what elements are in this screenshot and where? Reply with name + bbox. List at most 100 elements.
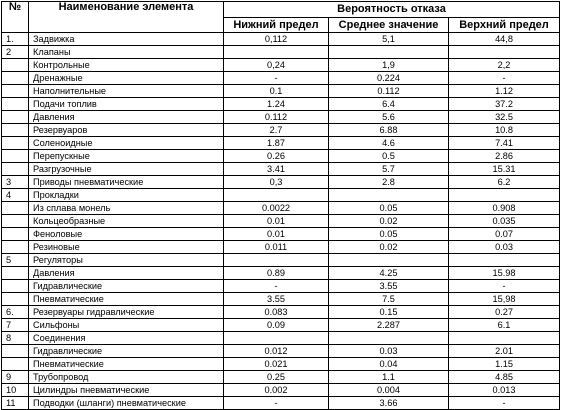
row-lower-limit: 1.24 [223,97,329,111]
row-mean-value: 0.224 [328,71,449,85]
row-number [1,357,29,371]
row-mean-value: 4.25 [328,266,449,280]
row-upper-limit: 15.98 [447,266,561,280]
row-upper-limit: 44,8 [447,32,561,46]
row-number [1,149,29,163]
row-number [1,110,29,124]
row-lower-limit: - [223,279,329,293]
row-mean-value: 6.4 [328,97,449,111]
row-number [1,58,29,72]
row-mean-value [328,253,449,267]
table-row: Разгрузочные 3.41 5.7 15.31 [1,162,561,176]
row-lower-limit: 0,3 [223,175,329,189]
table-row: Давления 0.89 4.25 15.98 [1,266,561,280]
row-number [1,71,29,85]
table-row: 6. Резервуары гидравлические 0.083 0.15 0.27 [1,305,561,319]
row-mean-value: 0.03 [328,344,449,358]
row-mean-value: 0.05 [328,201,449,215]
row-number: 6. [1,305,29,319]
table-row: Давления 0.112 5.6 32.5 [1,110,561,124]
row-mean-value: 0.05 [328,227,449,241]
row-mean-value: 5,1 [328,32,449,46]
row-number [1,97,29,111]
row-mean-value: 1.1 [328,370,449,384]
row-element-name: Перепускные [28,149,224,163]
table-row: Феноловые 0.01 0.05 0.07 [1,227,561,241]
row-lower-limit: 1.87 [223,136,329,150]
row-number: 7 [1,318,29,332]
row-upper-limit: 0.035 [447,214,561,228]
row-element-name: Приводы пневматические [28,175,224,189]
row-element-name: Сильфоны [28,318,224,332]
row-upper-limit: 6.2 [447,175,561,189]
row-mean-value [328,331,449,345]
row-element-name: Гидравлические [28,344,224,358]
header-row-sub: Нижний предел Среднее значение Верхний п… [2,17,561,33]
row-lower-limit: - [223,396,329,410]
row-lower-limit: 0.012 [223,344,329,358]
row-mean-value: 5.6 [328,110,449,124]
row-number: 11 [1,396,29,410]
row-mean-value: 2.287 [328,318,449,332]
row-element-name: Прокладки [28,188,224,202]
row-lower-limit: 0.1 [223,84,329,98]
row-element-name: Подводки (шланги) пневматические [28,396,224,410]
row-mean-value: 0.02 [328,214,449,228]
row-mean-value: 7.5 [328,292,449,306]
row-number: 8 [1,331,29,345]
row-lower-limit: 0.01 [223,214,329,228]
row-mean-value: 2.8 [328,175,449,189]
row-lower-limit: - [223,71,329,85]
row-number: 2 [1,45,29,59]
row-element-name: Резиновые [28,240,224,254]
row-upper-limit [447,45,561,59]
row-upper-limit: 32.5 [447,110,561,124]
row-mean-value: 5.7 [328,162,449,176]
row-element-name: Задвижка [28,32,224,46]
row-element-name: Из сплава монель [28,201,224,215]
table-row: 11 Подводки (шланги) пневматические -3.66- [1,396,561,410]
table-row: 4 Прокладки [1,188,561,202]
row-lower-limit: 0,24 [223,58,329,72]
row-lower-limit: 0.112 [223,110,329,124]
row-mean-value: 6.88 [328,123,449,137]
header-upper-limit: Верхний предел [447,17,561,33]
table-row: 8 Соединения [1,331,561,345]
row-number: 3 [1,175,29,189]
row-upper-limit: - [447,396,561,410]
row-lower-limit [223,253,329,267]
row-lower-limit: 0.09 [223,318,329,332]
row-upper-limit: 37.2 [447,97,561,111]
row-element-name: Регуляторы [28,253,224,267]
row-element-name: Давления [28,266,224,280]
row-number [1,162,29,176]
table-row: 10 Цилиндры пневматические 0.002 0.004 0.013 [1,383,561,397]
row-mean-value [328,188,449,202]
row-element-name: Соединения [28,331,224,345]
row-upper-limit: 1.12 [447,84,561,98]
row-element-name: Цилиндры пневматические [28,383,224,397]
row-upper-limit: 2.86 [447,149,561,163]
table-row: Наполнительные 0.1 0.112 1.12 [1,84,561,98]
table-row: Пневматические 0.021 0.04 1.15 [1,357,561,371]
row-number [1,240,29,254]
row-upper-limit: 7.41 [447,136,561,150]
row-lower-limit: 0.26 [223,149,329,163]
row-element-name: Пневматические [28,292,224,306]
table-row: 2 Клапаны [1,45,561,59]
row-mean-value: 0.5 [328,149,449,163]
row-mean-value: 0.15 [328,305,449,319]
table-row: Гидравлические 0.012 0.03 2.01 [1,344,561,358]
row-element-name: Феноловые [28,227,224,241]
row-lower-limit [223,45,329,59]
table-row: Перепускные 0.26 0.5 2.86 [1,149,561,163]
row-upper-limit: 0.07 [447,227,561,241]
row-number [1,136,29,150]
table-row: 5 Регуляторы [1,253,561,267]
row-lower-limit: 0.0022 [223,201,329,215]
row-element-name: Гидравлические [28,279,224,293]
row-upper-limit: 1.15 [447,357,561,371]
table-row: 1. Задвижка 0,112 5,1 44,8 [1,32,561,46]
